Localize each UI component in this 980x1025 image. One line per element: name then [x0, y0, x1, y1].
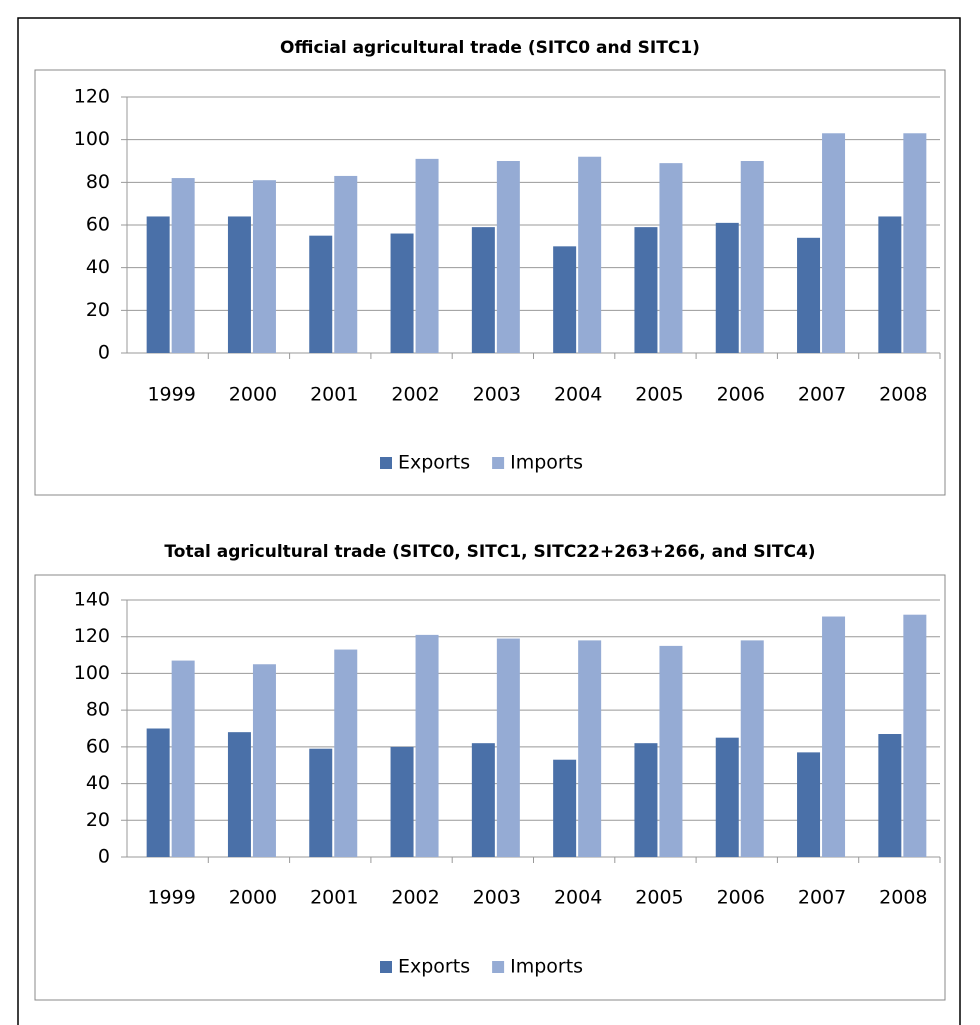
x-tick-label: 2003: [473, 384, 521, 406]
bar: [740, 161, 764, 353]
bar: [146, 216, 170, 353]
bar: [578, 640, 602, 857]
x-tick-label: 1999: [147, 887, 195, 909]
bar: [878, 216, 902, 353]
bar: [634, 227, 658, 353]
bar: [903, 614, 927, 857]
bar: [252, 180, 276, 353]
x-tick-label: 1999: [147, 384, 195, 406]
legend-swatch: [492, 961, 505, 973]
x-tick-label: 2004: [554, 384, 602, 406]
bar: [334, 649, 358, 857]
bar: [471, 227, 495, 353]
y-tick-label: 20: [86, 809, 110, 831]
y-tick-label: 120: [74, 625, 110, 647]
x-tick-label: 2005: [635, 384, 683, 406]
bar: [797, 752, 821, 857]
bar: [309, 235, 333, 353]
y-tick-label: 40: [86, 256, 110, 278]
bar: [634, 743, 658, 857]
legend-label: Exports: [398, 956, 470, 978]
bar: [797, 237, 821, 353]
bar: [252, 664, 276, 857]
bar: [659, 645, 683, 857]
y-tick-label: 100: [74, 662, 110, 684]
bar: [496, 638, 520, 857]
y-tick-label: 40: [86, 772, 110, 794]
bar: [496, 161, 520, 353]
x-tick-label: 2000: [229, 384, 277, 406]
bar: [227, 732, 251, 857]
legend-label: Exports: [398, 452, 470, 474]
x-tick-label: 2005: [635, 887, 683, 909]
legend-label: Imports: [510, 452, 583, 474]
y-tick-label: 80: [86, 171, 110, 193]
y-tick-label: 60: [86, 735, 110, 757]
y-tick-label: 140: [74, 589, 110, 611]
y-tick-label: 20: [86, 299, 110, 321]
x-tick-label: 2002: [391, 887, 439, 909]
x-tick-label: 2008: [879, 887, 927, 909]
y-tick-label: 120: [74, 86, 110, 108]
chart-frame: [34, 574, 946, 1001]
legend-label: Imports: [510, 956, 583, 978]
x-tick-label: 2008: [879, 384, 927, 406]
bar: [227, 216, 251, 353]
bar: [171, 178, 195, 353]
x-tick-label: 2000: [229, 887, 277, 909]
bar: [903, 133, 927, 353]
x-tick-label: 2007: [798, 384, 846, 406]
bar: [740, 640, 764, 857]
bar: [415, 634, 439, 857]
bar: [415, 158, 439, 353]
bar: [822, 616, 846, 857]
bar: [390, 746, 414, 857]
bar: [578, 156, 602, 353]
outer-border: [17, 17, 961, 1025]
x-tick-label: 2002: [391, 384, 439, 406]
x-tick-label: 2003: [473, 887, 521, 909]
x-tick-label: 2004: [554, 887, 602, 909]
y-tick-label: 0: [98, 846, 110, 868]
x-tick-label: 2006: [717, 384, 765, 406]
x-tick-label: 2007: [798, 887, 846, 909]
bar: [334, 175, 358, 353]
chart-frame: [34, 69, 946, 496]
legend-swatch: [380, 457, 392, 469]
bar: [659, 163, 683, 353]
chart-title: Total agricultural trade (SITC0, SITC1, …: [164, 542, 815, 562]
bar: [822, 133, 846, 353]
y-tick-label: 60: [86, 214, 110, 236]
y-tick-label: 0: [98, 342, 110, 364]
bar: [715, 737, 739, 857]
x-tick-label: 2001: [310, 384, 358, 406]
legend-swatch: [492, 457, 505, 469]
bar: [715, 222, 739, 353]
bar: [146, 728, 170, 857]
bar: [471, 743, 495, 857]
y-tick-label: 100: [74, 128, 110, 150]
bar: [390, 233, 414, 353]
legend-swatch: [380, 961, 392, 973]
bar: [878, 734, 902, 857]
chart-title: Official agricultural trade (SITC0 and S…: [280, 38, 700, 58]
bar: [553, 759, 577, 857]
x-tick-label: 2006: [717, 887, 765, 909]
bar: [553, 246, 577, 353]
x-tick-label: 2001: [310, 887, 358, 909]
bar: [171, 660, 195, 857]
y-tick-label: 80: [86, 699, 110, 721]
bar: [309, 748, 333, 857]
